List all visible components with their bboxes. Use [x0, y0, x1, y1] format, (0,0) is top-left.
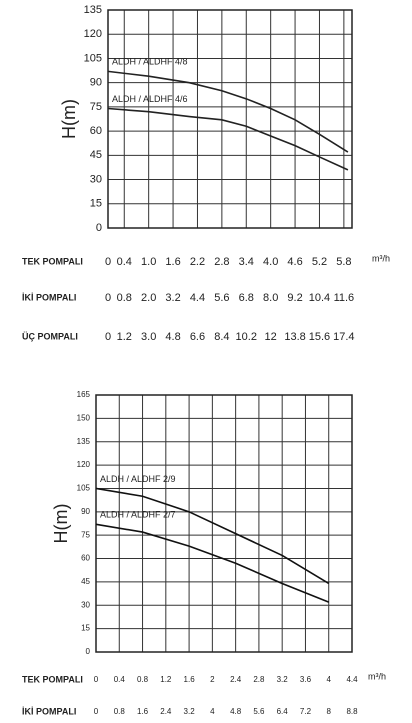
y-tick-label: 30 [90, 173, 102, 185]
x-tick-label: 3.2 [165, 292, 180, 304]
x-tick-label: 13.8 [284, 331, 305, 343]
x-tick-label: 0.8 [114, 707, 126, 716]
x-tick-label: 0.4 [114, 675, 126, 684]
x-tick-label: 3.2 [277, 675, 289, 684]
y-tick-label: 0 [96, 222, 102, 234]
x-unit: m³/h [372, 253, 390, 263]
plot-frame [107, 9, 353, 229]
x-tick-label: 17.4 [333, 331, 354, 343]
curve-label: ALDH / ALDHF 4/6 [112, 94, 188, 104]
y-axis-label: H(m) [59, 99, 79, 139]
x-tick-label: 12 [265, 331, 277, 343]
curve [95, 487, 330, 585]
x-tick-label: 4.6 [287, 256, 302, 268]
x-tick-label: 3.0 [141, 331, 156, 343]
x-tick-label: 6.8 [239, 292, 254, 304]
x-tick-label: 3.4 [239, 256, 254, 268]
x-tick-label: 15.6 [309, 331, 330, 343]
y-tick-label: 120 [77, 460, 91, 469]
x-tick-label: 0 [105, 292, 111, 304]
y-tick-label: 150 [77, 413, 91, 422]
x-axis-row-label: TEK POMPALI [22, 674, 83, 684]
y-tick-label: 75 [90, 101, 102, 113]
x-tick-label: 2 [210, 675, 215, 684]
x-axis-row-label: TEK POMPALI [22, 256, 83, 266]
x-tick-label: 1.6 [165, 256, 180, 268]
y-tick-label: 45 [81, 577, 90, 586]
x-tick-label: 1.2 [160, 675, 172, 684]
curve [107, 107, 349, 171]
y-tick-label: 15 [81, 624, 90, 633]
plot-frame [95, 394, 353, 653]
y-tick-label: 135 [77, 437, 91, 446]
x-tick-label: 0 [105, 331, 111, 343]
x-tick-label: 2.4 [160, 707, 172, 716]
x-tick-label: 9.2 [287, 292, 302, 304]
y-tick-label: 60 [81, 554, 90, 563]
x-tick-label: 7.2 [300, 707, 312, 716]
x-unit: m³/h [368, 671, 386, 681]
x-tick-label: 8.0 [263, 292, 278, 304]
curve [107, 70, 349, 153]
x-tick-label: 8.8 [346, 707, 358, 716]
x-tick-label: 4.4 [346, 675, 358, 684]
x-tick-label: 11.6 [334, 292, 355, 304]
y-tick-label: 30 [81, 600, 90, 609]
x-tick-label: 3.2 [184, 707, 196, 716]
x-tick-label: 4 [210, 707, 215, 716]
x-tick-label: 2.4 [230, 675, 242, 684]
x-axis-row-label: İKİ POMPALI [22, 292, 76, 302]
x-tick-label: 0.8 [117, 292, 132, 304]
x-axis-row-label: ÜÇ POMPALI [22, 331, 78, 341]
curve-label: ALDH / ALDHF 2/7 [100, 510, 176, 520]
y-tick-label: 120 [84, 28, 102, 40]
x-axis-row-label: İKİ POMPALI [22, 706, 76, 716]
x-tick-label: 1.6 [137, 707, 149, 716]
y-tick-label: 15 [90, 198, 102, 210]
x-tick-label: 1.2 [117, 331, 132, 343]
x-tick-label: 5.8 [336, 256, 351, 268]
y-tick-label: 165 [77, 390, 91, 399]
x-tick-label: 0 [94, 675, 99, 684]
x-tick-label: 4 [327, 675, 332, 684]
x-tick-label: 0.8 [137, 675, 149, 684]
curve-label: ALDH / ALDHF 2/9 [100, 474, 176, 484]
y-tick-label: 135 [84, 4, 102, 16]
x-tick-label: 4.0 [263, 256, 278, 268]
x-tick-label: 6.6 [190, 331, 205, 343]
curve-label: ALDH / ALDHF 4/8 [112, 57, 188, 67]
x-tick-label: 2.8 [253, 675, 265, 684]
y-axis-label: H(m) [51, 504, 71, 544]
x-tick-label: 1.6 [184, 675, 196, 684]
x-tick-label: 8.4 [214, 331, 229, 343]
x-tick-label: 0.4 [117, 256, 132, 268]
x-tick-label: 2.0 [141, 292, 156, 304]
x-tick-label: 2.2 [190, 256, 205, 268]
y-tick-label: 105 [84, 52, 102, 64]
x-tick-label: 10.4 [309, 292, 330, 304]
x-tick-label: 10.2 [236, 331, 257, 343]
x-tick-label: 5.6 [253, 707, 265, 716]
x-tick-label: 6.4 [277, 707, 289, 716]
y-tick-label: 60 [90, 125, 102, 137]
y-tick-label: 75 [81, 530, 90, 539]
x-tick-label: 4.8 [165, 331, 180, 343]
y-tick-label: 0 [86, 647, 91, 656]
y-tick-label: 105 [77, 484, 91, 493]
x-tick-label: 5.2 [312, 256, 327, 268]
x-tick-label: 4.4 [190, 292, 205, 304]
x-tick-label: 0 [94, 707, 99, 716]
x-tick-label: 0 [105, 256, 111, 268]
y-tick-label: 90 [90, 77, 102, 89]
x-tick-label: 3.6 [300, 675, 312, 684]
y-tick-label: 90 [81, 507, 90, 516]
x-tick-label: 2.8 [214, 256, 229, 268]
x-tick-label: 8 [327, 707, 332, 716]
y-tick-label: 45 [90, 149, 102, 161]
curve [95, 523, 330, 603]
x-tick-label: 5.6 [214, 292, 229, 304]
x-tick-label: 4.8 [230, 707, 242, 716]
x-tick-label: 1.0 [141, 256, 156, 268]
